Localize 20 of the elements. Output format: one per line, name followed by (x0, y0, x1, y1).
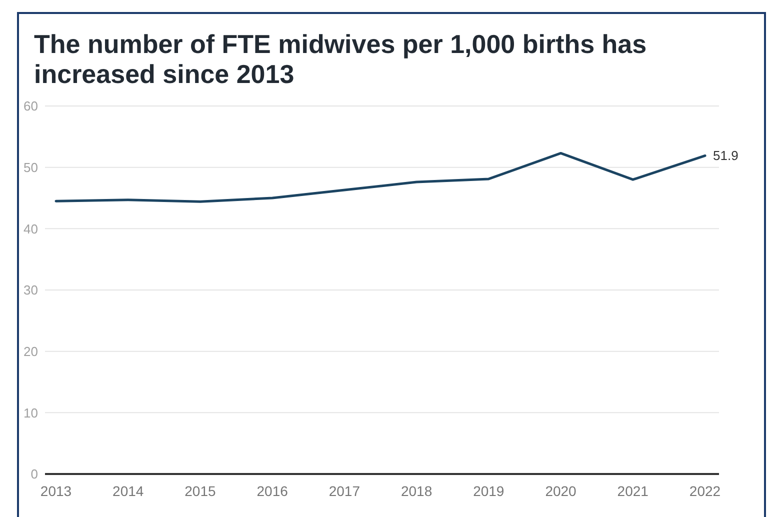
line-series (54, 152, 706, 203)
x-tick-label: 2015 (184, 482, 216, 499)
y-tick-label: 20 (24, 344, 38, 359)
y-tick-label: 30 (24, 282, 38, 298)
x-tick-label: 2019 (473, 482, 504, 499)
x-tick-label: 2018 (400, 482, 432, 499)
x-tick-label: 2020 (545, 482, 577, 499)
y-tick-label: 10 (24, 405, 38, 420)
data-label: 51.9 (713, 148, 738, 164)
x-tick-label: 2017 (328, 482, 360, 499)
x-tick-label: 2021 (617, 482, 649, 499)
x-tick-label: 2016 (256, 482, 288, 499)
y-tick-label: 60 (24, 98, 38, 114)
y-tick-label: 50 (24, 160, 38, 175)
x-tick-label: 2022 (689, 482, 721, 499)
x-tick-label: 2013 (40, 482, 72, 499)
x-tick-label: 2014 (112, 482, 144, 499)
y-tick-label: 40 (24, 221, 38, 236)
chart-title: The number of FTE midwives per 1,000 births has increased since 2013 (34, 29, 648, 89)
y-tick-label: 0 (30, 466, 38, 482)
